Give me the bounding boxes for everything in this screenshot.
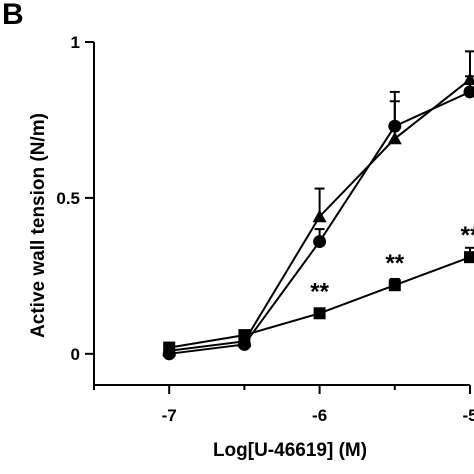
data-point-square [388,279,401,292]
significance-marker: ** [310,278,329,305]
y-tick-label: 1 [71,33,80,52]
data-point-square [464,251,474,264]
x-tick-label: -7 [162,406,177,425]
significance-marker: ** [385,250,404,277]
plot-area: ** ** ** [162,50,474,361]
data-point-triangle [312,209,327,223]
data-point-circle [237,337,251,351]
y-tick-label: 0 [71,345,80,364]
significance-marker: ** [461,222,474,249]
ticks: -7 -6 -5 0 0.5 1 [56,33,474,425]
axes [93,42,470,386]
panel-label: B [2,0,24,31]
data-point-triangle [387,131,402,145]
data-point-square [238,329,251,342]
y-tick-label: 0.5 [56,189,80,208]
data-point-triangle [463,72,474,86]
x-axis-label: Log[U-46619] (M) [213,440,367,461]
x-tick-label: -6 [312,406,327,425]
data-point-circle [388,119,402,133]
data-point-circle [463,85,474,99]
series-square [163,246,474,354]
data-point-square [163,341,176,354]
y-axis-label: Active wall tension (N/m) [28,113,49,338]
data-point-square [313,307,326,320]
data-point-circle [313,235,327,249]
series-circle [162,75,474,361]
x-tick-label: -5 [462,406,474,425]
